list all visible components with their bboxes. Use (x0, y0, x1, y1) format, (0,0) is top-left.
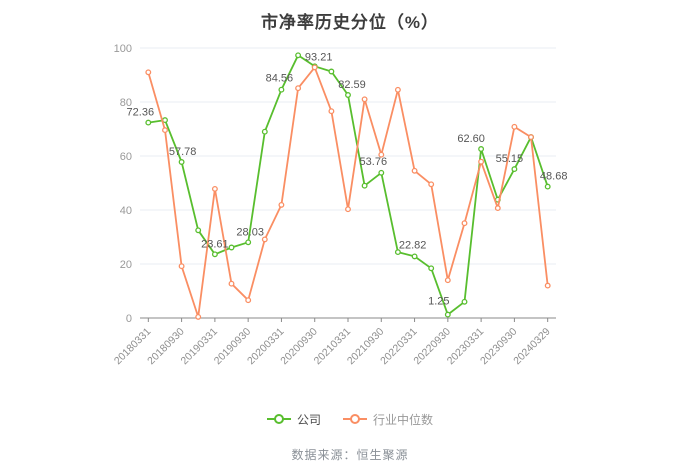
data-point-公司[interactable] (394, 249, 401, 256)
legend-label-company: 公司 (296, 412, 321, 427)
data-point-公司[interactable] (444, 311, 451, 318)
industry-series-marker-icon (343, 414, 367, 424)
x-axis-tick-label: 20240329 (511, 326, 553, 368)
data-point-行业中位数[interactable] (361, 96, 368, 103)
data-point-公司[interactable] (511, 166, 518, 173)
data-point-行业中位数[interactable] (394, 86, 401, 93)
data-point-公司[interactable] (461, 298, 468, 305)
legend-item-industry-median[interactable]: 行业中位数 (343, 411, 433, 428)
data-point-公司[interactable] (411, 253, 418, 260)
data-point-行业中位数[interactable] (228, 280, 235, 287)
data-point-公司[interactable] (345, 92, 351, 98)
data-point-行业中位数[interactable] (178, 263, 185, 270)
value-label: 55.15 (496, 153, 524, 165)
data-point-公司[interactable] (261, 128, 268, 135)
data-point-行业中位数[interactable] (195, 313, 202, 320)
data-point-行业中位数[interactable] (494, 205, 501, 212)
chart-canvas[interactable]: 0204060801002018033120180930201903312019… (0, 0, 700, 400)
chart-title: 市净率历史分位（%） (260, 13, 440, 32)
value-label: 72.36 (127, 107, 155, 119)
data-point-行业中位数[interactable] (261, 236, 268, 243)
data-point-公司[interactable] (245, 239, 252, 246)
value-label: 84.56 (266, 73, 294, 85)
legend-item-company[interactable]: 公司 (266, 411, 321, 428)
data-point-公司[interactable] (178, 159, 185, 165)
data-point-公司[interactable] (211, 251, 218, 258)
data-point-公司[interactable] (478, 146, 485, 152)
value-label: 82.59 (338, 79, 366, 91)
data-point-行业中位数[interactable] (461, 220, 468, 227)
data-point-公司[interactable] (361, 182, 368, 189)
y-axis-tick-label: 60 (120, 151, 132, 163)
y-axis-tick-label: 80 (120, 97, 132, 109)
data-point-行业中位数[interactable] (162, 127, 168, 134)
data-source-note: 数据来源：恒生聚源 (291, 448, 409, 462)
value-label: 93.21 (305, 51, 333, 63)
data-point-行业中位数[interactable] (145, 69, 152, 76)
data-point-公司[interactable] (328, 68, 335, 75)
value-label: 57.78 (169, 146, 197, 158)
data-point-公司[interactable] (544, 183, 551, 190)
company-series-marker-icon (266, 414, 291, 424)
data-point-行业中位数[interactable] (428, 181, 435, 188)
series-line-行业中位数 (147, 66, 549, 318)
y-axis-tick-label: 0 (126, 313, 132, 325)
data-point-公司[interactable] (228, 244, 235, 251)
value-label: 48.68 (540, 171, 568, 183)
data-point-公司[interactable] (278, 86, 285, 93)
data-point-行业中位数[interactable] (278, 201, 285, 208)
data-point-行业中位数[interactable] (211, 185, 218, 192)
value-label: 28.03 (236, 226, 264, 238)
chart-legend: 公司 行业中位数 (0, 409, 700, 429)
data-point-公司[interactable] (145, 119, 152, 126)
y-axis-tick-label: 40 (120, 205, 132, 217)
y-axis-tick-label: 100 (114, 43, 132, 55)
value-label: 53.76 (360, 156, 388, 168)
data-point-行业中位数[interactable] (378, 151, 385, 158)
legend-label-industry-median: 行业中位数 (373, 412, 434, 427)
data-point-公司[interactable] (378, 169, 385, 176)
data-point-行业中位数[interactable] (478, 158, 485, 165)
data-point-行业中位数[interactable] (295, 85, 302, 92)
value-label: 22.82 (399, 239, 427, 251)
data-point-公司[interactable] (195, 227, 202, 234)
y-axis-tick-label: 20 (120, 259, 132, 271)
data-point-行业中位数[interactable] (311, 64, 318, 71)
value-label: 62.60 (457, 133, 485, 145)
data-point-行业中位数[interactable] (544, 282, 551, 289)
data-point-公司[interactable] (295, 52, 302, 59)
data-point-行业中位数[interactable] (345, 206, 351, 213)
data-point-行业中位数[interactable] (411, 167, 418, 174)
data-point-行业中位数[interactable] (444, 277, 451, 284)
data-point-行业中位数[interactable] (511, 123, 518, 130)
data-point-行业中位数[interactable] (528, 134, 534, 141)
data-point-行业中位数[interactable] (245, 297, 252, 304)
value-label: 1.25 (428, 296, 449, 308)
value-label: 23.61 (201, 238, 229, 250)
data-point-公司[interactable] (428, 265, 435, 272)
data-point-行业中位数[interactable] (328, 108, 335, 115)
